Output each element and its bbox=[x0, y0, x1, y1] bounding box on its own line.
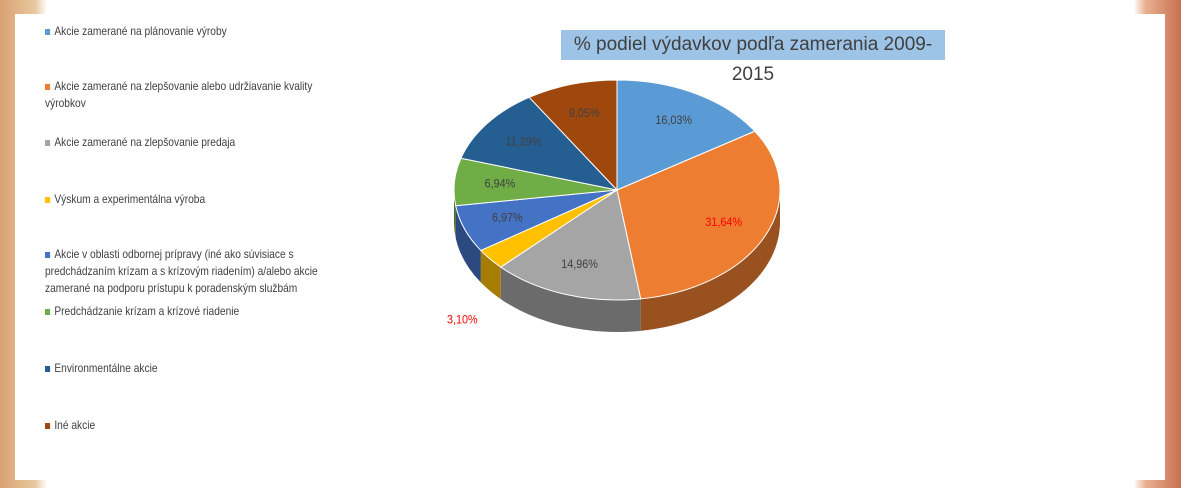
data-label: 6,97% bbox=[492, 212, 523, 225]
pie: 16,03% 31,64% 14,96% 3,10% 6,97% 6,94% 11,29% 9… bbox=[15, 14, 1165, 480]
data-label: 3,10% bbox=[447, 314, 478, 327]
data-label: 6,94% bbox=[485, 178, 516, 191]
data-label: 9,05% bbox=[569, 108, 600, 121]
data-label: 11,29% bbox=[505, 136, 541, 149]
data-label: 31,64% bbox=[705, 217, 742, 230]
page: Akcie zamerané na plánovanie výrobyAkcie… bbox=[0, 0, 1181, 488]
data-label: 16,03% bbox=[655, 114, 692, 127]
data-label: 14,96% bbox=[561, 259, 598, 272]
